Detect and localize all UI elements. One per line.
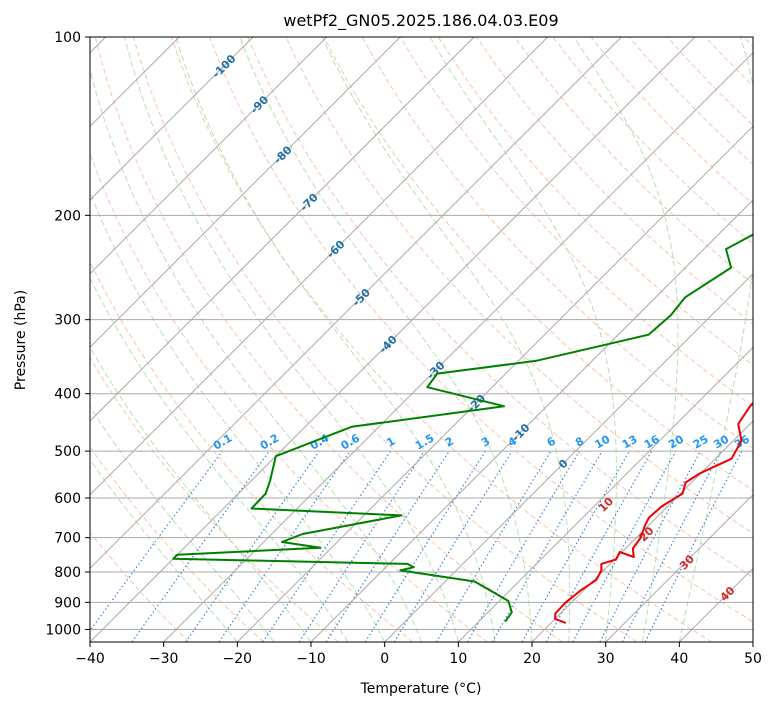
y-tick-label: 700 <box>54 531 81 547</box>
isotherm-line <box>90 37 696 642</box>
isotherm-line <box>531 420 753 642</box>
mixing-ratio-line <box>298 450 425 642</box>
chart-title: wetPf2_GN05.2025.186.04.03.E09 <box>283 11 558 31</box>
temperature-profile <box>554 401 753 624</box>
moist-adiabat <box>239 37 533 642</box>
isotherm-line <box>236 125 753 642</box>
y-tick-label: 100 <box>54 30 81 46</box>
y-axis-label: Pressure (hPa) <box>13 290 29 390</box>
mixing-ratio-line <box>90 450 223 632</box>
moist-adiabat <box>90 190 386 642</box>
isotherm-line <box>310 199 753 642</box>
y-tick-label: 400 <box>54 387 81 403</box>
isotherm-lines <box>90 37 753 642</box>
dewpoint-profile <box>172 233 753 623</box>
moist-adiabat <box>90 346 312 642</box>
x-axis-ticks: −40 −30 −20 −10 0 10 20 30 40 50 <box>75 642 762 667</box>
y-tick-label: 800 <box>54 565 81 581</box>
isotherm-line <box>90 37 622 570</box>
y-axis-ticks: 100 200 300 400 500 600 700 800 900 1000 <box>45 30 90 638</box>
y-tick-label: 1000 <box>45 622 81 638</box>
dry-adiabat <box>285 37 753 535</box>
mixing-ratio-line <box>644 450 743 642</box>
dry-adiabat <box>90 152 488 642</box>
x-tick-label: −10 <box>296 651 326 667</box>
y-tick-label: 500 <box>54 444 81 460</box>
isotherm-line <box>90 37 475 422</box>
mixing-ratio-line <box>521 450 631 642</box>
dry-adiabat <box>94 37 563 642</box>
dry-adiabat <box>132 37 638 642</box>
moist-adiabat <box>90 405 275 642</box>
moist-adiabat <box>124 37 459 642</box>
mixing-ratio-line <box>218 450 351 642</box>
x-tick-label: 50 <box>744 651 762 667</box>
x-axis-label: Temperature (°C) <box>360 681 482 697</box>
x-tick-label: 20 <box>523 651 541 667</box>
moist-adiabat <box>321 37 571 642</box>
isotherm-line <box>90 37 328 275</box>
mixing-ratio-line <box>262 450 392 642</box>
isotherm-line <box>605 493 753 642</box>
moist-adiabat <box>175 37 496 642</box>
mixing-ratio-line <box>185 450 320 642</box>
mixing-ratio-line <box>393 450 513 642</box>
moist-adiabat <box>90 277 349 642</box>
isotherm-line <box>90 37 401 349</box>
moist-adiabat <box>678 37 753 642</box>
dry-adiabat <box>90 531 190 642</box>
dry-adiabats <box>90 37 753 642</box>
dry-adiabat <box>90 356 339 642</box>
dry-adiabat <box>90 446 264 642</box>
dry-adiabat <box>247 37 753 578</box>
dry-adiabat <box>437 37 753 366</box>
plot-background <box>90 37 753 642</box>
mixing-ratio-line <box>131 450 270 642</box>
x-tick-label: 30 <box>597 651 615 667</box>
moist-adiabat <box>90 67 422 642</box>
dry-adiabat <box>361 37 753 449</box>
isotherm-line <box>384 272 753 642</box>
y-tick-label: 200 <box>54 208 81 224</box>
moist-adiabat <box>429 37 617 642</box>
isotherm-line <box>90 37 549 496</box>
dry-adiabat <box>171 37 712 642</box>
x-tick-label: −20 <box>223 651 253 667</box>
dry-adiabat <box>399 37 753 407</box>
x-tick-label: 10 <box>449 651 467 667</box>
sounding-series <box>172 233 753 624</box>
dry-adiabat <box>323 37 753 491</box>
dry-adiabat <box>514 37 753 285</box>
dry-adiabat <box>209 37 753 623</box>
moist-adiabats <box>90 37 753 642</box>
x-tick-label: −30 <box>149 651 179 667</box>
x-tick-label: −40 <box>75 651 105 667</box>
isotherm-line <box>90 37 254 201</box>
isotherm-line <box>163 51 753 642</box>
mixing-ratio-line <box>545 450 653 642</box>
moist-adiabat <box>573 37 679 642</box>
y-tick-label: 600 <box>54 491 81 507</box>
y-tick-label: 300 <box>54 313 81 329</box>
mixing-ratio-line <box>572 450 677 642</box>
isobar-gridlines <box>90 37 753 630</box>
moist-adiabat <box>90 458 238 642</box>
isotherm-line <box>457 346 753 642</box>
isotherm-line <box>752 641 753 642</box>
x-tick-label: 40 <box>670 651 688 667</box>
x-tick-label: 0 <box>380 651 389 667</box>
plot-frame <box>89 36 754 643</box>
y-tick-label: 900 <box>54 595 81 611</box>
